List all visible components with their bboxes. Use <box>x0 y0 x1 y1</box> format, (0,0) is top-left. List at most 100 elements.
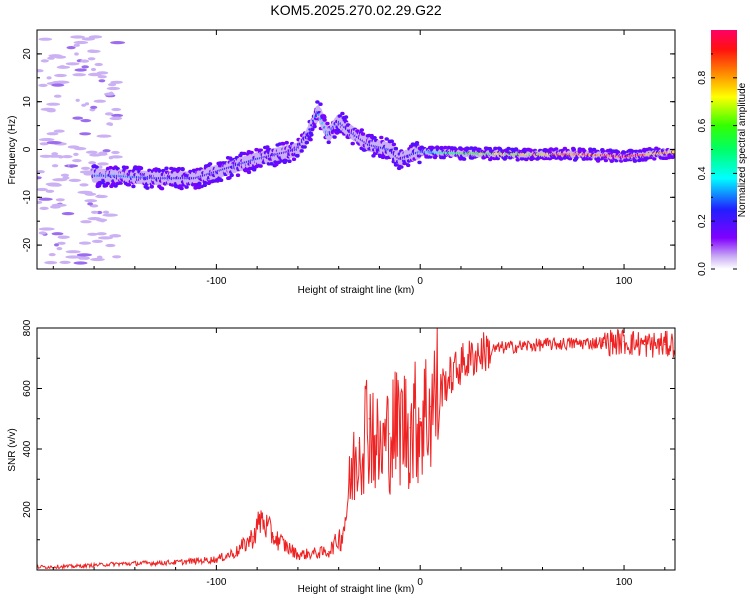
ridge-point <box>105 181 111 186</box>
ridge-point <box>493 146 498 151</box>
noise-blob <box>38 83 48 87</box>
ridge-point <box>609 159 614 163</box>
noise-blob <box>87 217 102 221</box>
noise-blob <box>104 92 115 96</box>
ridge-point <box>595 159 601 163</box>
ridge-point <box>308 137 313 142</box>
snr-ticks: -100 0 100 800 600 400 200 <box>22 319 675 588</box>
ridge-point <box>443 145 448 150</box>
y-tick-label: -10 <box>22 190 33 205</box>
snr-xlabel: Height of straight line (km) <box>298 584 415 595</box>
noise-blob <box>83 172 93 176</box>
ridge-point <box>174 183 179 188</box>
ridge-point <box>360 132 366 136</box>
noise-blob <box>39 142 49 146</box>
ridge-point <box>145 186 150 190</box>
noise-blob <box>54 55 67 59</box>
noise-blob <box>80 220 92 224</box>
ridge-point <box>632 159 638 163</box>
noise-blob <box>90 105 98 109</box>
noise-blob <box>79 183 89 187</box>
snr-data-point <box>664 344 666 346</box>
noise-blob <box>39 206 49 210</box>
ridge-point <box>302 145 307 149</box>
noise-blob <box>87 202 93 206</box>
ridge-point <box>202 180 208 185</box>
noise-blob <box>91 239 103 243</box>
ridge-point <box>332 135 337 139</box>
ridge-point <box>249 150 254 155</box>
noise-blob <box>65 255 81 259</box>
ridge-point <box>246 170 252 175</box>
y-tick-label: 800 <box>22 319 33 336</box>
spectrogram-xlabel: Height of straight line (km) <box>298 285 415 296</box>
y-tick-label: 10 <box>22 96 33 108</box>
snr-data-point <box>389 433 391 435</box>
ridge-point <box>410 142 416 146</box>
noise-blob <box>56 65 71 69</box>
noise-blob <box>37 200 43 204</box>
noise-blob <box>78 256 86 260</box>
noise-blob <box>108 156 114 160</box>
ridge-point <box>417 160 422 165</box>
ridge-point <box>176 166 182 171</box>
ridge-point <box>318 102 323 106</box>
ridge-point <box>399 165 404 169</box>
ridge-point <box>258 164 263 168</box>
noise-blob <box>93 99 107 103</box>
noise-blob <box>102 210 110 214</box>
noise-blob <box>84 199 98 203</box>
noise-blob <box>98 236 113 240</box>
noise-blob <box>75 98 80 102</box>
ridge-point <box>304 140 309 145</box>
noise-blob <box>81 103 87 107</box>
noise-blob <box>47 56 55 60</box>
noise-blob <box>80 119 92 123</box>
noise-blob <box>51 164 59 168</box>
ridge-point <box>446 145 452 150</box>
ridge-point <box>96 184 102 188</box>
noise-blob <box>89 108 96 112</box>
noise-blob <box>44 261 58 265</box>
noise-blob <box>37 170 45 174</box>
x-tick-label: -100 <box>206 276 226 287</box>
noise-blob <box>79 132 92 136</box>
ridge-point <box>312 124 317 129</box>
noise-blob <box>61 155 73 159</box>
noise-blob <box>112 116 122 120</box>
ridge-point <box>227 176 232 180</box>
noise-blob <box>54 73 67 78</box>
ridge-point <box>252 167 257 172</box>
noise-blob <box>46 132 59 136</box>
ridge-point <box>102 184 107 188</box>
chart-title: KOM5.2025.270.02.29.G22 <box>270 2 441 18</box>
noise-blob <box>97 162 109 166</box>
noise-blob <box>70 35 85 39</box>
noise-blob <box>81 65 89 69</box>
ridge-point <box>309 133 314 137</box>
ridge-point <box>242 151 247 156</box>
ridge-point <box>180 167 185 171</box>
snr-data-point <box>327 551 330 553</box>
noise-blob <box>46 102 61 106</box>
ridge-point <box>325 121 330 126</box>
ridge-point <box>389 139 394 143</box>
noise-blob <box>97 165 103 169</box>
noise-blob <box>38 231 47 235</box>
noise-blob <box>87 232 98 236</box>
noise-blob <box>69 164 74 168</box>
noise-blob <box>46 141 62 145</box>
noise-blob <box>104 112 114 116</box>
ridge-point <box>603 158 609 163</box>
noise-blob <box>111 107 122 112</box>
noise-blob <box>90 257 105 262</box>
ridge-point <box>355 129 360 133</box>
noise-blob <box>106 122 113 126</box>
ridge-point <box>506 146 511 151</box>
ridge-core <box>671 150 675 154</box>
ridge-point <box>515 158 520 162</box>
ridge-point <box>159 186 165 191</box>
noise-blob <box>96 134 112 138</box>
noise-blob <box>66 46 76 50</box>
snr-data-point <box>252 536 254 538</box>
